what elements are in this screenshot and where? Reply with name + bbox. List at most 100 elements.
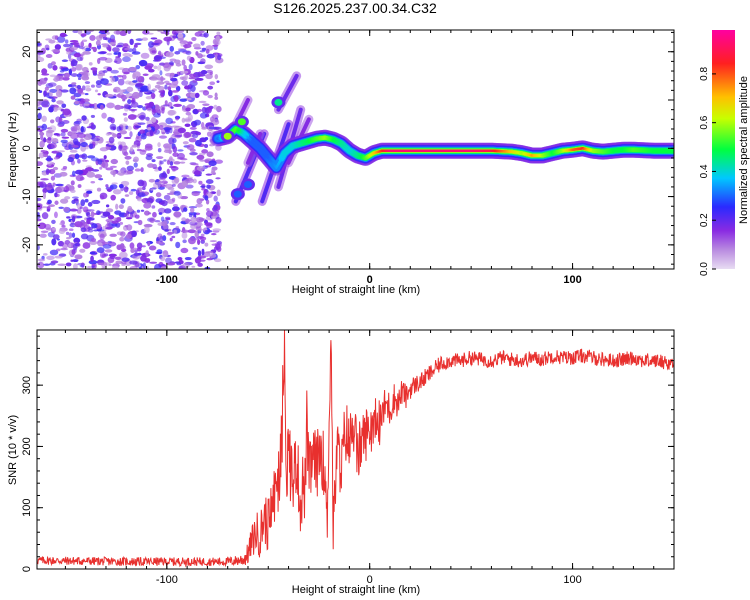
noise-cell (91, 169, 100, 172)
noise-cell (37, 203, 43, 210)
noise-cell (119, 30, 127, 37)
y-tick-label: 10 (21, 94, 33, 106)
noise-cell (52, 65, 58, 71)
noise-cell (41, 212, 49, 220)
noise-cell (157, 110, 163, 114)
noise-cell (156, 81, 165, 85)
noise-cell (37, 129, 44, 132)
noise-cell (77, 154, 86, 158)
noise-cell (120, 231, 126, 237)
noise-cell (177, 127, 186, 134)
noise-cell (205, 48, 210, 54)
noise-cell (143, 210, 150, 216)
noise-cell (75, 174, 84, 182)
noise-cell (123, 212, 130, 218)
noise-cell (181, 174, 190, 178)
noise-cell (170, 166, 179, 171)
blobs (220, 96, 286, 201)
noise-cell (59, 65, 64, 70)
noise-cell (212, 228, 222, 232)
noise-cell (82, 206, 89, 213)
noise-cell (91, 137, 100, 142)
noise-cell (157, 142, 161, 148)
noise-cell (157, 30, 163, 33)
noise-cell (181, 232, 188, 239)
noise-cell (164, 229, 169, 232)
noise-cell (216, 105, 222, 113)
noise-cell (58, 206, 64, 209)
noise-cell (204, 222, 213, 227)
noise-cell (77, 262, 86, 266)
noise-cell (39, 233, 47, 238)
noise-cell (131, 144, 138, 148)
noise-cell (146, 89, 155, 94)
noise-cell (76, 73, 82, 78)
noise-cell (83, 192, 88, 198)
noise-cell (161, 131, 166, 135)
noise-cell (197, 238, 201, 245)
noise-cell (53, 133, 60, 136)
noise-cell (68, 228, 74, 231)
noise-cell (164, 251, 168, 256)
noise-cell (122, 56, 131, 63)
noise-cell (103, 155, 107, 160)
noise-cell (108, 263, 112, 267)
noise-cell (40, 178, 49, 181)
noise-cell (86, 155, 96, 159)
noise-cell (86, 218, 91, 225)
noise-cell (122, 112, 128, 116)
noise-cell (201, 248, 205, 256)
noise-cell (145, 155, 153, 161)
noise-cell (117, 170, 125, 177)
noise-cell (136, 247, 142, 252)
noise-cell (77, 63, 83, 71)
noise-cell (203, 32, 209, 38)
noise-cell (159, 235, 164, 243)
noise-cell (66, 216, 71, 219)
noise-cell (197, 108, 203, 112)
noise-cell (45, 53, 53, 58)
noise-cell (105, 132, 111, 136)
noise-cell (57, 73, 66, 76)
noise-cell (173, 190, 181, 196)
noise-cell (139, 129, 146, 135)
noise-cell (146, 107, 153, 112)
noise-cell (205, 179, 214, 185)
noise-cell (72, 196, 79, 199)
noise-cell (200, 185, 206, 188)
noise-cell (122, 43, 129, 47)
noise-cell (37, 161, 44, 167)
noise-cell (115, 30, 120, 35)
noise-cell (168, 61, 174, 66)
noise-cell (192, 79, 198, 83)
noise-cell (165, 257, 172, 264)
noise-cell (184, 256, 192, 261)
x-tick-label: 100 (563, 574, 581, 586)
spectrogram-plot (37, 30, 674, 269)
noise-cell (106, 31, 110, 35)
noise-cell (63, 185, 70, 193)
noise-cell (40, 149, 46, 153)
noise-cell (101, 43, 110, 46)
noise-cell (90, 84, 95, 88)
noise-cell (159, 177, 166, 181)
noise-cell (111, 182, 118, 185)
noise-cell (115, 260, 123, 265)
noise-cell (72, 30, 79, 34)
noise-cell (61, 225, 66, 228)
noise-cell (177, 149, 184, 152)
noise-cell (196, 154, 205, 160)
noise-cell (105, 218, 113, 223)
noise-cell (91, 265, 95, 268)
noise-cell (152, 211, 157, 218)
noise-cell (159, 135, 168, 139)
noise-cell (205, 251, 214, 254)
noise-cell (187, 229, 197, 234)
noise-cell (116, 126, 122, 132)
noise-cell (89, 34, 96, 41)
noise-cell (47, 199, 52, 205)
noise-cell (185, 50, 192, 55)
noise-cell (151, 50, 157, 54)
noise-cell (116, 217, 122, 220)
noise-cell (150, 42, 160, 46)
